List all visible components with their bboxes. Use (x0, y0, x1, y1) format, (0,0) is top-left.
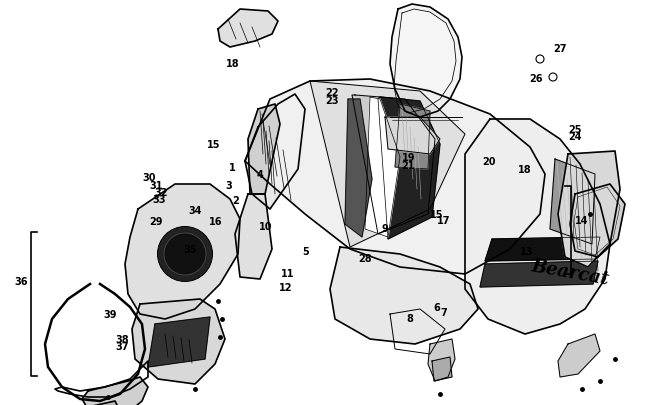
Text: 21: 21 (402, 160, 415, 170)
Text: 3: 3 (226, 181, 232, 190)
Ellipse shape (549, 74, 557, 82)
Text: 14: 14 (575, 216, 588, 226)
Text: 33: 33 (153, 194, 166, 204)
Text: 10: 10 (259, 222, 272, 232)
Text: 13: 13 (520, 246, 533, 256)
Text: 27: 27 (554, 44, 567, 53)
Polygon shape (245, 80, 545, 274)
Text: 29: 29 (150, 217, 162, 227)
Polygon shape (82, 377, 148, 405)
Text: 12: 12 (280, 283, 292, 292)
Polygon shape (558, 151, 620, 267)
Ellipse shape (164, 233, 206, 275)
Polygon shape (132, 299, 225, 384)
Text: 36: 36 (14, 277, 27, 286)
Text: 8: 8 (406, 313, 413, 323)
Polygon shape (352, 96, 435, 234)
Text: 2: 2 (232, 196, 239, 205)
Text: Bearcat: Bearcat (530, 257, 611, 288)
Text: 11: 11 (281, 269, 294, 278)
Polygon shape (330, 247, 478, 344)
Text: 17: 17 (437, 216, 450, 226)
Polygon shape (235, 194, 272, 279)
Text: 25: 25 (569, 125, 582, 134)
Text: 18: 18 (519, 164, 532, 174)
Polygon shape (428, 339, 455, 381)
Text: 34: 34 (188, 206, 202, 215)
Polygon shape (432, 357, 452, 381)
Text: 6: 6 (434, 302, 440, 312)
Polygon shape (248, 105, 280, 194)
Text: 24: 24 (569, 132, 582, 142)
Text: 23: 23 (325, 96, 338, 105)
Text: 7: 7 (440, 308, 447, 318)
Polygon shape (570, 185, 625, 257)
Text: 18: 18 (226, 59, 239, 69)
Text: 32: 32 (155, 188, 168, 197)
Polygon shape (395, 105, 430, 170)
Polygon shape (345, 100, 372, 237)
Text: 26: 26 (530, 74, 543, 84)
Polygon shape (125, 185, 240, 319)
Text: 19: 19 (402, 152, 415, 162)
Polygon shape (365, 98, 400, 237)
Polygon shape (480, 261, 598, 287)
Text: 9: 9 (382, 224, 388, 234)
Polygon shape (378, 98, 440, 239)
Text: 15: 15 (430, 210, 443, 220)
Text: 4: 4 (257, 169, 263, 179)
Text: 15: 15 (207, 140, 220, 150)
Polygon shape (148, 317, 210, 367)
Polygon shape (245, 95, 305, 209)
Text: 1: 1 (229, 163, 236, 173)
Text: 35: 35 (183, 244, 196, 254)
Text: 16: 16 (209, 217, 222, 227)
Polygon shape (558, 334, 600, 377)
Polygon shape (78, 401, 120, 405)
Polygon shape (485, 237, 600, 261)
Polygon shape (550, 160, 595, 244)
Polygon shape (465, 120, 610, 334)
Ellipse shape (157, 227, 213, 282)
Polygon shape (310, 82, 465, 247)
Text: 20: 20 (482, 156, 495, 166)
Text: 31: 31 (150, 181, 162, 190)
Text: 30: 30 (143, 173, 156, 182)
Text: 5: 5 (302, 246, 309, 256)
Text: 39: 39 (104, 309, 117, 319)
Text: 22: 22 (325, 87, 338, 97)
Polygon shape (390, 5, 462, 118)
Polygon shape (218, 10, 278, 48)
Polygon shape (385, 118, 440, 155)
Ellipse shape (536, 56, 544, 64)
Text: 28: 28 (359, 254, 372, 263)
Text: 37: 37 (116, 341, 129, 351)
Text: 38: 38 (116, 335, 129, 344)
